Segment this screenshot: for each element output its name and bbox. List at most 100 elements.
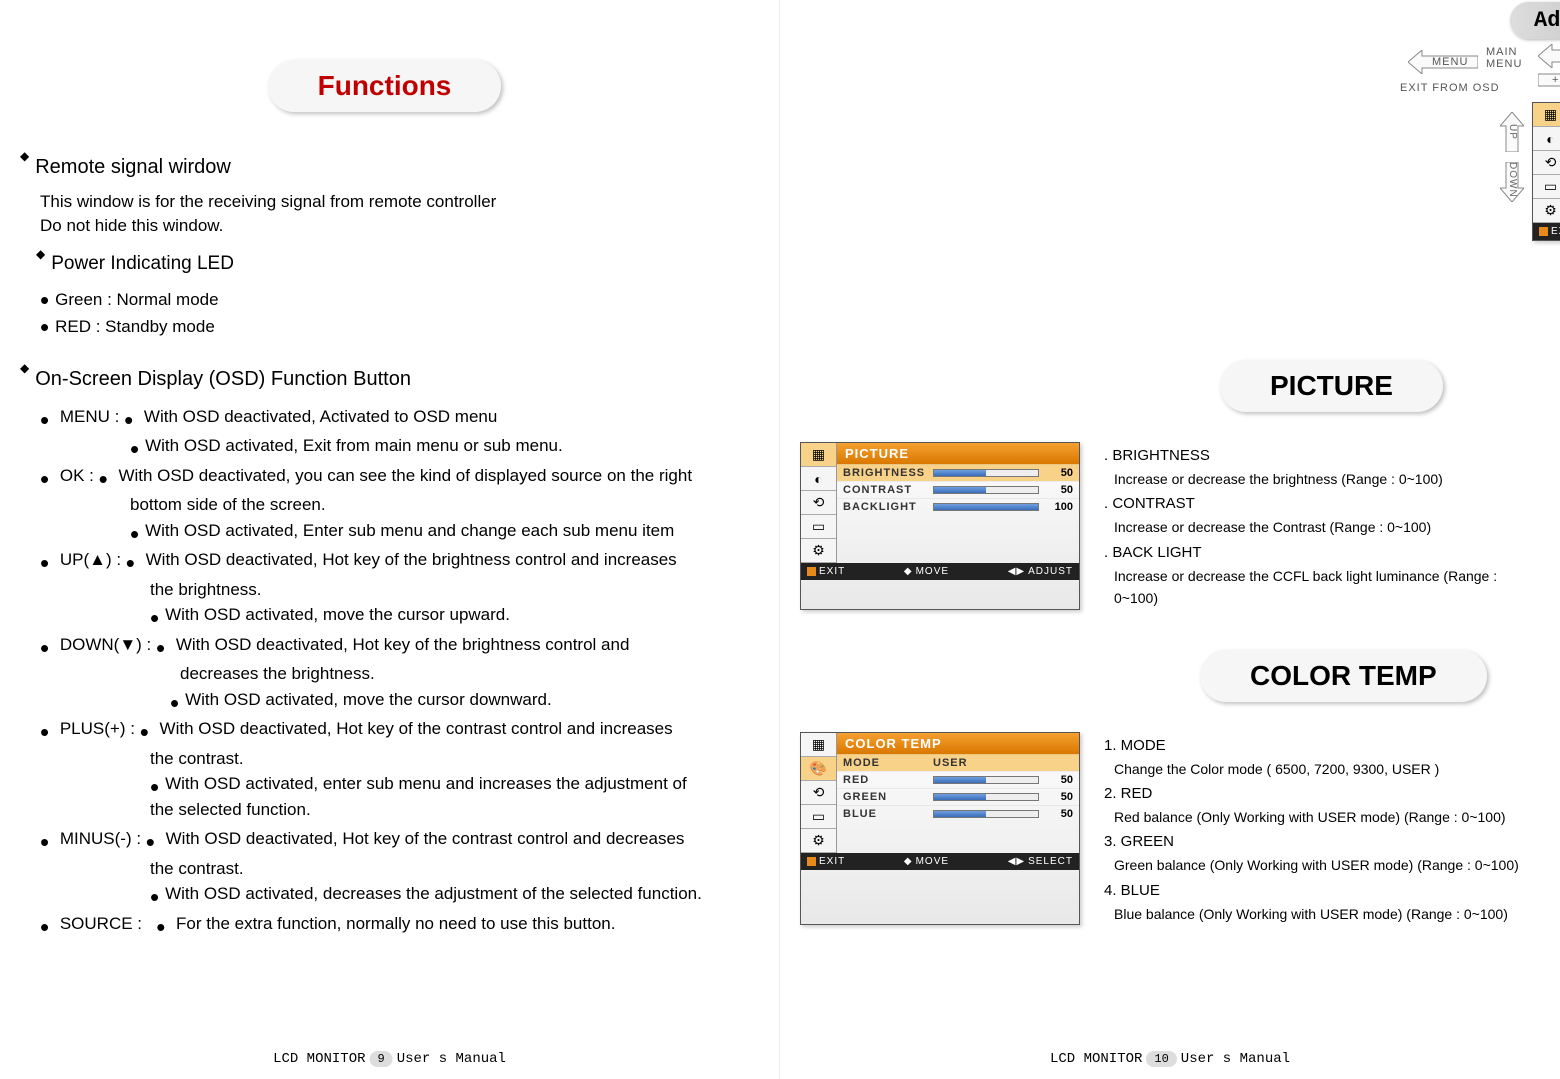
signal-icon: ⟲: [1533, 151, 1560, 175]
functions-title: Functions: [268, 60, 502, 112]
mode-label: MODE: [843, 757, 933, 769]
osd-row: GREEN 50: [837, 788, 1079, 805]
footer-a: LCD MONITOR: [273, 1051, 365, 1067]
display-icon: ▭: [801, 515, 836, 539]
osd-footer: EXIT ◆ MOVE ◀▶ ADJUST: [801, 563, 1079, 580]
color-icon: ◐: [801, 467, 836, 491]
plus-b: •With OSD activated, enter sub menu and …: [150, 771, 749, 797]
m-icon: [1539, 227, 1548, 236]
down-item: • DOWN(▼) : • With OSD deactivated, Hot …: [40, 632, 749, 658]
osd-row: BLUE50: [837, 805, 1079, 822]
remote-head: ◆ Remote signal wirdow: [20, 142, 749, 188]
signal-icon: ⟲: [801, 491, 836, 515]
ct-s1: Change the Color mode ( 6500, 7200, 9300…: [1114, 758, 1530, 780]
row-bar: [933, 776, 1039, 784]
arrow-left-submenu: MENU: [1538, 44, 1560, 70]
dot-icon: •: [40, 717, 49, 747]
ct-h1: 1. MODE: [1104, 734, 1530, 758]
minus-item: • MINUS(-) : • With OSD deactivated, Hot…: [40, 826, 749, 852]
footer-b: User s Manual: [397, 1051, 506, 1067]
plus-b2: the selected function.: [150, 797, 749, 823]
osd-footer: EXIT ◆ MOVE ◀▶ ADJUST: [1533, 223, 1560, 240]
osd-sidebar: ▦ ◐ ⟲ ▭ ⚙: [1533, 103, 1560, 223]
row-value: 50: [1045, 791, 1073, 803]
footer-exit: EXIT: [1551, 226, 1560, 237]
dot-icon: •: [124, 405, 133, 435]
color-icon: ◐: [1533, 127, 1560, 151]
footer-b: User s Manual: [1181, 1051, 1290, 1067]
m-icon: [807, 567, 816, 576]
ok-label: OK :: [60, 466, 94, 485]
m-icon: [807, 857, 816, 866]
pic-s3: Increase or decrease the CCFL back light…: [1114, 565, 1530, 610]
row-label: GREEN: [843, 791, 933, 803]
dot-icon: •: [40, 827, 49, 857]
row-bar: [933, 810, 1039, 818]
dot-icon: •: [130, 519, 139, 549]
down-label: DOWN: [1507, 162, 1518, 198]
exit-label: EXIT FROM OSD: [1400, 82, 1500, 94]
diamond-icon: ◆: [36, 245, 45, 263]
pic-h1: . BRIGHTNESS: [1104, 444, 1530, 468]
osd-panel-top: ▦ ◐ ⟲ ▭ ⚙ PICTURE BRIGHTNESS50CONTRAST50…: [1532, 102, 1560, 241]
minus-b: •With OSD activated, decreases the adjus…: [150, 881, 749, 907]
osd-nav-diagram: Adjusting OSD MENU MAIN MENU EXIT FROM O…: [1300, 2, 1560, 272]
up-label: UP: [1507, 124, 1518, 140]
page-right: Adjusting OSD MENU MAIN MENU EXIT FROM O…: [780, 0, 1560, 1079]
row-bar: [933, 503, 1039, 511]
row-bar: [933, 469, 1039, 477]
osd-row: RED50: [837, 771, 1079, 788]
footer-move: MOVE: [916, 856, 949, 867]
plus-label: PLUS(+) :: [60, 719, 135, 738]
dot-icon: •: [146, 827, 155, 857]
osd-panel-colortemp: ▦ 🎨 ⟲ ▭ ⚙ COLOR TEMP MODE USER RED50GREE…: [800, 732, 1080, 926]
dot-icon: •: [40, 912, 49, 942]
row-value: 50: [1045, 808, 1073, 820]
dot-icon: •: [40, 405, 49, 435]
down-label: DOWN(▼) :: [60, 635, 151, 654]
picture-title: PICTURE: [1220, 360, 1443, 412]
row-label: BACKLIGHT: [843, 501, 933, 513]
dot-icon: •: [130, 434, 139, 464]
settings-icon: ⚙: [801, 829, 836, 853]
dot-icon: •: [150, 882, 159, 912]
picture-section: ▦ ◐ ⟲ ▭ ⚙ PICTURE BRIGHTNESS50CONTRAST50…: [800, 442, 1530, 610]
page-left: Functions ◆ Remote signal wirdow This wi…: [0, 0, 780, 1079]
plus-a: With OSD deactivated, Hot key of the con…: [160, 719, 673, 738]
led-green: • Green : Normal mode: [40, 287, 749, 313]
ok-a2: bottom side of the screen.: [130, 492, 749, 518]
led-green-text: Green : Normal mode: [55, 287, 218, 313]
up-a: With OSD deactivated, Hot key of the bri…: [146, 550, 677, 569]
dot-icon: •: [40, 294, 49, 307]
down-b: •With OSD activated, move the cursor dow…: [170, 687, 749, 713]
dot-icon: •: [40, 321, 49, 334]
up-item: • UP(▲) : • With OSD deactivated, Hot ke…: [40, 547, 749, 573]
arrow-right-submenu: +RIGHT: [1538, 68, 1560, 94]
osd-header: COLOR TEMP: [837, 733, 1079, 754]
footer-exit: EXIT: [819, 566, 845, 577]
footer-exit: EXIT: [819, 856, 845, 867]
diamond-icon: ◆: [20, 147, 29, 165]
dot-icon: •: [156, 912, 165, 942]
footer-adjust: ADJUST: [1028, 566, 1073, 577]
ok-b: •With OSD activated, Enter sub menu and …: [130, 518, 749, 544]
minus-label: MINUS(-) :: [60, 829, 141, 848]
osd-sidebar: ▦ ◐ ⟲ ▭ ⚙: [801, 443, 837, 563]
osd-panel-picture: ▦ ◐ ⟲ ▭ ⚙ PICTURE BRIGHTNESS50CONTRAST50…: [800, 442, 1080, 610]
picture-icon: ▦: [801, 443, 836, 467]
dot-icon: •: [40, 633, 49, 663]
down-a2: decreases the brightness.: [180, 661, 749, 687]
down-a: With OSD deactivated, Hot key of the bri…: [176, 635, 630, 654]
ct-s4: Blue balance (Only Working with USER mod…: [1114, 903, 1530, 925]
up-label: UP(▲) :: [60, 550, 121, 569]
row-bar-fill: [934, 470, 986, 476]
led-head-text: Power Indicating LED: [51, 250, 234, 279]
signal-icon: ⟲: [801, 781, 836, 805]
pic-s1: Increase or decrease the brightness (Ran…: [1114, 468, 1530, 490]
led-red-text: RED : Standby mode: [55, 314, 215, 340]
row-bar: [933, 486, 1039, 494]
right-label: +RIGHT: [1552, 74, 1560, 86]
led-red: • RED : Standby mode: [40, 314, 749, 340]
footer-a: LCD MONITOR: [1050, 1051, 1142, 1067]
colortemp-title: COLOR TEMP: [1200, 650, 1487, 702]
